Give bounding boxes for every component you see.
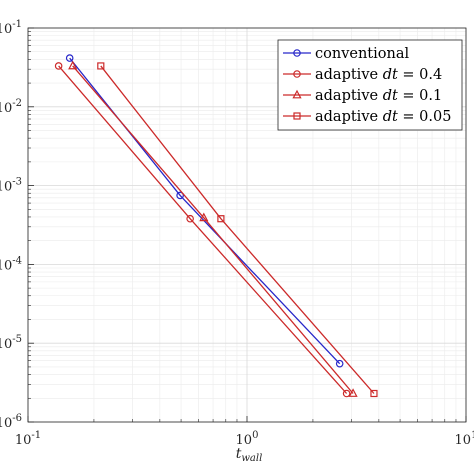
tick-label-base: 10 — [0, 258, 12, 273]
data-point — [348, 388, 358, 397]
tick-label-base: 10 — [0, 180, 12, 195]
data-point — [176, 191, 184, 200]
y-tick-label: 10-1 — [0, 19, 22, 37]
legend-marker — [293, 70, 301, 78]
tick-label-exponent: -1 — [31, 430, 41, 441]
legend-label-suffix: = 0.4 — [398, 67, 442, 83]
x-tick-label: 100 — [236, 430, 259, 448]
legend-label-prefix: adaptive — [315, 109, 383, 125]
data-point — [342, 389, 351, 398]
tick-label-exponent: -2 — [12, 98, 22, 109]
tick-label-base: 10 — [455, 433, 472, 448]
legend-label: conventional — [315, 46, 409, 62]
legend-label: adaptive dt = 0.05 — [315, 109, 451, 125]
y-tick-label: 10-3 — [0, 177, 22, 195]
series-1 — [54, 62, 351, 398]
tick-label-base: 10 — [0, 22, 12, 37]
series-layer — [54, 54, 378, 398]
data-point — [217, 215, 225, 223]
data-point — [186, 214, 194, 223]
legend-marker — [293, 112, 301, 120]
y-tick-labels: 10-110-210-310-410-510-6 — [0, 19, 22, 431]
y-tick-label: 10-2 — [0, 98, 22, 116]
data-point — [199, 212, 209, 222]
tick-label-exponent: -3 — [12, 177, 22, 188]
series-line — [72, 65, 354, 394]
legend-label: adaptive dt = 0.4 — [315, 67, 442, 83]
tick-label-base: 10 — [0, 101, 12, 116]
legend-marker — [292, 89, 302, 99]
series-line — [100, 65, 375, 394]
tick-label-base: 10 — [15, 433, 32, 448]
series-line — [69, 57, 341, 365]
data-point — [370, 389, 378, 398]
series-2 — [68, 60, 358, 397]
legend-entry: adaptive dt = 0.4 — [283, 67, 442, 83]
y-tick-label: 10-6 — [0, 413, 22, 431]
legend-box — [277, 39, 463, 131]
legend-label-variable: dt — [383, 67, 398, 83]
data-point — [68, 60, 78, 70]
x-tick-label: 101 — [455, 430, 474, 448]
x-axis-label-subscript: wall — [241, 453, 262, 464]
x-axis-label: twall — [236, 446, 263, 464]
legend-label-suffix: = 0.05 — [398, 109, 452, 125]
tick-label-exponent: -1 — [12, 19, 22, 30]
y-tick-label: 10-5 — [0, 334, 22, 352]
legend-label: adaptive dt = 0.1 — [315, 88, 442, 104]
legend-entry: adaptive dt = 0.05 — [283, 109, 451, 125]
axis-ticks — [27, 27, 467, 423]
legend-marker — [293, 49, 301, 57]
legend-label-variable: dt — [383, 88, 398, 104]
data-point — [54, 62, 63, 70]
x-tick-label: 10-1 — [15, 430, 41, 448]
tick-label-exponent: -6 — [12, 413, 22, 424]
legend-entry: conventional — [283, 46, 409, 62]
series-line — [58, 65, 348, 394]
tick-label-base: 10 — [0, 337, 12, 352]
y-tick-label: 10-4 — [0, 255, 22, 273]
data-point — [65, 54, 74, 62]
legend-label-prefix: adaptive — [315, 67, 383, 83]
tick-label-exponent: -4 — [12, 255, 22, 266]
x-tick-labels: 10-1100101 — [15, 430, 474, 448]
legend-label-suffix: = 0.1 — [398, 88, 442, 104]
tick-label-exponent: 1 — [471, 430, 474, 441]
x-axis-label-main: t — [236, 446, 242, 462]
legend-entry: adaptive dt = 0.1 — [283, 88, 442, 104]
tick-label-exponent: -5 — [12, 334, 22, 345]
tick-label-exponent: 0 — [252, 430, 258, 441]
series-0 — [65, 54, 344, 368]
legend-label-variable: dt — [383, 109, 398, 125]
tick-label-base: 10 — [0, 416, 12, 431]
legend-label-prefix: adaptive — [315, 88, 383, 104]
series-3 — [97, 62, 378, 398]
data-point — [97, 62, 105, 70]
data-point — [335, 359, 344, 368]
tick-label-base: 10 — [236, 433, 253, 448]
